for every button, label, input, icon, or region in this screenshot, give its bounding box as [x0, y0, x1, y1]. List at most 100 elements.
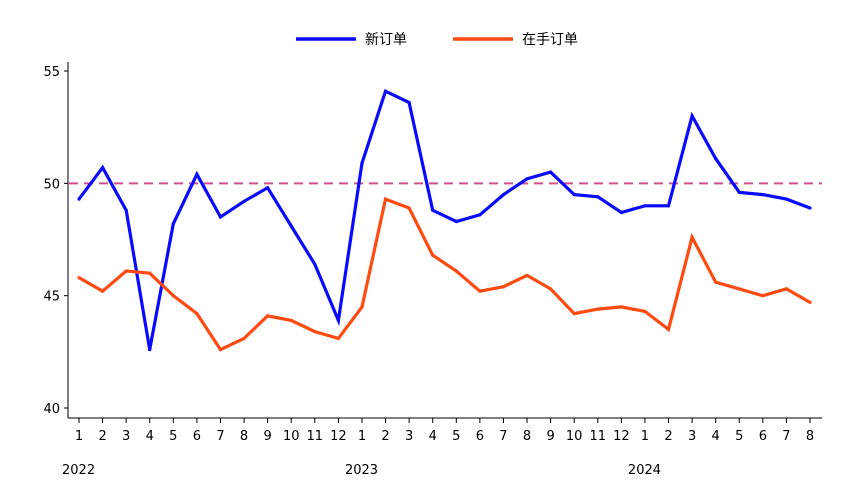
- series-1-point: [619, 210, 624, 215]
- legend-label-1: 新订单: [365, 32, 407, 48]
- series-line-2: [78, 196, 811, 352]
- series-2-point: [714, 280, 718, 284]
- series-2-point: [761, 294, 765, 298]
- x-tick-label: 10: [283, 429, 300, 444]
- x-tick-label: 3: [405, 429, 413, 444]
- x-tick-label: 5: [169, 429, 177, 444]
- series-1-point: [148, 348, 152, 352]
- series-2-point: [525, 273, 529, 277]
- x-tick-label: 1: [75, 429, 83, 444]
- series-1-point: [761, 193, 765, 197]
- series-line-1: [77, 88, 811, 350]
- year-label: 2022: [62, 463, 95, 478]
- series-1-point: [195, 172, 199, 176]
- series-2-point: [784, 287, 789, 291]
- series-1-point: [808, 206, 812, 210]
- series-1-point: [478, 213, 482, 217]
- series-1-point: [714, 157, 718, 161]
- series-2-point: [289, 318, 293, 322]
- series-2-point: [218, 348, 223, 352]
- series-2-point: [101, 289, 105, 293]
- legend: 新订单 在手订单: [296, 32, 578, 48]
- series-1-point: [171, 222, 175, 226]
- series-2-point: [383, 197, 388, 201]
- series-2-point: [478, 289, 482, 293]
- x-tick-label: 5: [452, 429, 460, 444]
- x-tick-label: 4: [429, 429, 437, 444]
- x-tick-label: 11: [307, 429, 324, 444]
- series-2-point: [666, 327, 671, 331]
- series-1-point: [501, 193, 506, 197]
- year-label: 2023: [345, 463, 378, 478]
- x-tick-label: 6: [193, 429, 201, 444]
- x-tick-label: 12: [613, 429, 630, 444]
- series-1-point: [431, 208, 435, 212]
- x-tick-label: 10: [566, 429, 583, 444]
- y-tick-label: 55: [43, 65, 60, 80]
- x-tick-label: 8: [240, 429, 248, 444]
- series-2-point: [77, 276, 81, 280]
- series-1-point: [407, 100, 411, 105]
- series-2-point: [242, 336, 246, 340]
- year-label: 2024: [628, 463, 661, 478]
- series-2-point: [643, 309, 647, 313]
- x-tick-label: 5: [735, 429, 743, 444]
- y-axis-ticks: 40 45 50 55: [43, 65, 68, 417]
- x-tick-label: 9: [264, 429, 272, 444]
- x-tick-label: 2: [381, 429, 389, 444]
- x-tick-label: 8: [806, 429, 814, 444]
- series-1-point: [549, 170, 553, 174]
- x-tick-label: 6: [476, 429, 484, 444]
- series-group: [77, 88, 812, 352]
- series-1-point: [525, 177, 529, 181]
- series-2-point: [124, 269, 128, 273]
- x-tick-label: 12: [330, 429, 347, 444]
- x-tick-label: 1: [358, 429, 366, 444]
- year-labels: 2022 2023 2024: [62, 463, 661, 478]
- series-2-point: [596, 307, 600, 311]
- series-1-point: [666, 204, 671, 208]
- series-1-point: [242, 199, 246, 203]
- series-1-point: [737, 190, 741, 194]
- x-tick-label: 8: [523, 429, 531, 444]
- series-2-point: [171, 294, 175, 298]
- legend-label-2: 在手订单: [522, 32, 578, 48]
- series-1-point: [336, 318, 340, 322]
- series-1-point: [77, 197, 81, 201]
- x-axis-ticks: 1 2 3 4 5 6 7 8 9 10 11 12 1 2 3 4 5 6 7 8 9 10 11 12 1 2 3 4 5 6 7 8: [75, 418, 814, 444]
- x-tick-label: 7: [216, 429, 224, 444]
- series-2-point: [737, 287, 741, 291]
- series-2-point: [501, 285, 506, 289]
- x-tick-label: 3: [122, 429, 130, 444]
- y-tick-label: 50: [43, 177, 60, 192]
- series-1-point: [690, 114, 694, 118]
- series-1-point: [101, 166, 105, 170]
- series-1-point: [643, 204, 647, 208]
- series-1-point: [289, 224, 293, 228]
- x-tick-label: 11: [590, 429, 607, 444]
- x-tick-label: 6: [759, 429, 767, 444]
- series-1-point: [454, 219, 458, 224]
- series-1-point: [124, 208, 128, 212]
- x-tick-label: 9: [546, 429, 554, 444]
- series-1-point: [266, 186, 270, 190]
- series-2-point: [407, 206, 411, 210]
- series-2-point: [454, 269, 458, 273]
- series-2-point: [336, 336, 340, 340]
- y-tick-label: 40: [43, 402, 60, 417]
- x-tick-label: 7: [782, 429, 790, 444]
- x-tick-label: 3: [688, 429, 696, 444]
- series-2-point: [148, 271, 152, 275]
- series-1-point: [572, 193, 576, 197]
- x-tick-label: 4: [146, 429, 154, 444]
- x-tick-label: 4: [712, 429, 720, 444]
- series-1-point: [218, 215, 223, 219]
- series-2-point: [431, 253, 435, 257]
- axes: [67, 62, 822, 419]
- series-2-point: [195, 312, 199, 316]
- x-tick-label: 2: [98, 429, 106, 444]
- series-2-point: [549, 287, 553, 291]
- series-2-point: [360, 305, 364, 309]
- x-tick-label: 1: [641, 429, 649, 444]
